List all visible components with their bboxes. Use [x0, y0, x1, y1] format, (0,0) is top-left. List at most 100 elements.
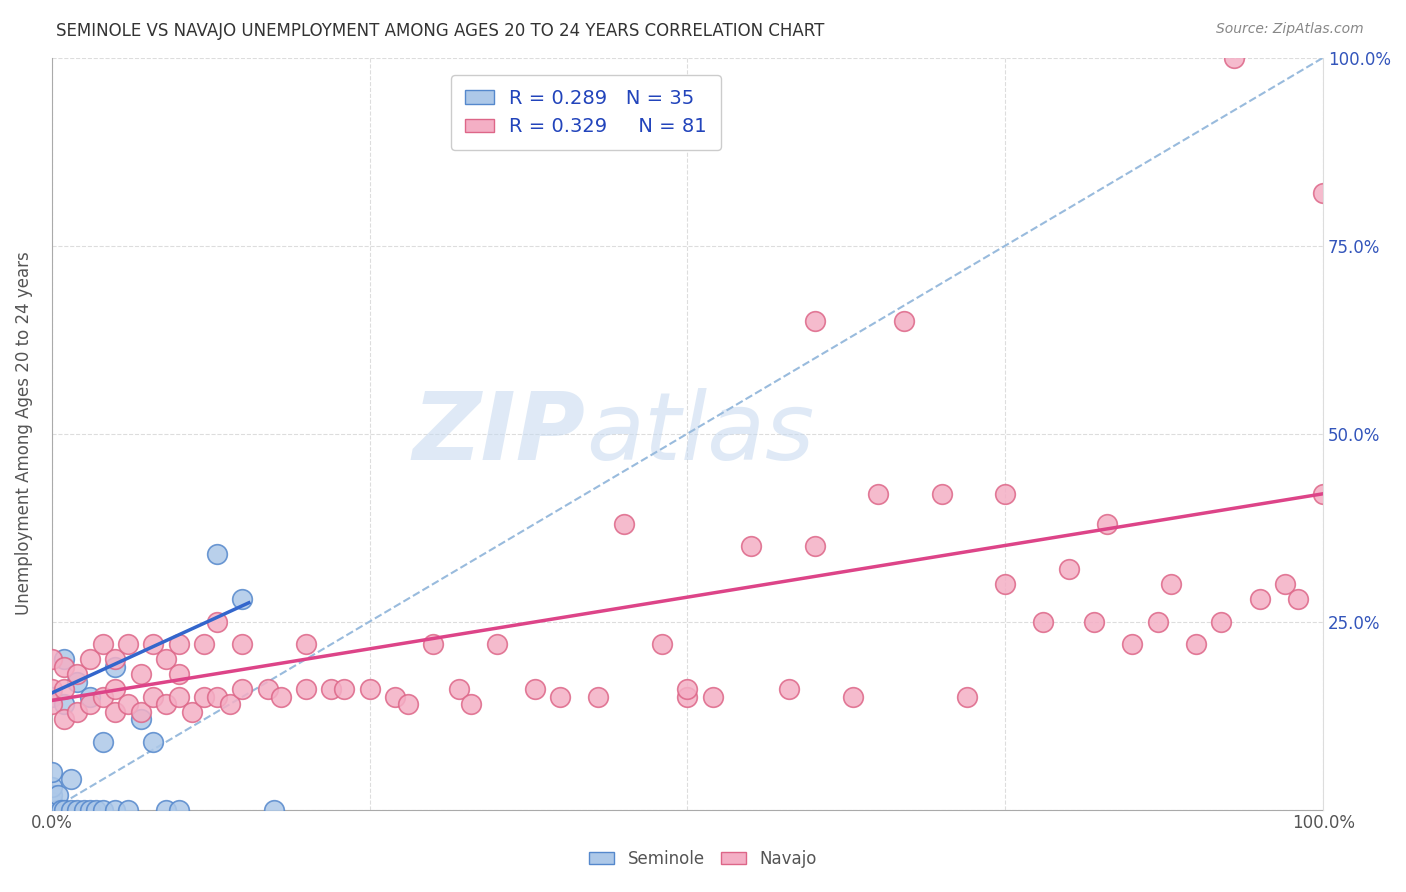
Point	[41, 764, 63, 779]
Text: Source: ZipAtlas.com: Source: ZipAtlas.com	[1216, 22, 1364, 37]
Point	[104, 659, 127, 673]
Point	[384, 690, 406, 704]
Text: atlas: atlas	[586, 388, 814, 479]
Legend: R = 0.289   N = 35, R = 0.329     N = 81: R = 0.289 N = 35, R = 0.329 N = 81	[451, 75, 720, 150]
Point	[1147, 615, 1170, 629]
Point	[1274, 577, 1296, 591]
Point	[129, 667, 152, 681]
Point	[1083, 615, 1105, 629]
Point	[41, 698, 63, 712]
Point	[231, 682, 253, 697]
Point	[1249, 592, 1271, 607]
Point	[841, 690, 863, 704]
Text: SEMINOLE VS NAVAJO UNEMPLOYMENT AMONG AGES 20 TO 24 YEARS CORRELATION CHART: SEMINOLE VS NAVAJO UNEMPLOYMENT AMONG AG…	[56, 22, 824, 40]
Point	[180, 705, 202, 719]
Point	[205, 615, 228, 629]
Point	[1095, 516, 1118, 531]
Point	[396, 698, 419, 712]
Point	[79, 803, 101, 817]
Point	[523, 682, 546, 697]
Point	[956, 690, 979, 704]
Point	[321, 682, 343, 697]
Point	[72, 803, 94, 817]
Legend: Seminole, Navajo: Seminole, Navajo	[582, 844, 824, 875]
Point	[41, 803, 63, 817]
Point	[778, 682, 800, 697]
Point	[257, 682, 280, 697]
Point	[193, 637, 215, 651]
Point	[117, 637, 139, 651]
Point	[53, 652, 76, 666]
Point	[205, 547, 228, 561]
Point	[41, 690, 63, 704]
Point	[893, 314, 915, 328]
Point	[46, 803, 69, 817]
Point	[193, 690, 215, 704]
Point	[167, 667, 190, 681]
Point	[994, 577, 1017, 591]
Point	[460, 698, 482, 712]
Point	[231, 592, 253, 607]
Point	[49, 803, 72, 817]
Point	[66, 667, 89, 681]
Point	[613, 516, 636, 531]
Point	[1160, 577, 1182, 591]
Point	[79, 698, 101, 712]
Point	[740, 540, 762, 554]
Point	[117, 803, 139, 817]
Point	[91, 735, 114, 749]
Point	[295, 637, 318, 651]
Point	[803, 540, 825, 554]
Point	[263, 803, 285, 817]
Point	[79, 690, 101, 704]
Point	[53, 682, 76, 697]
Point	[46, 788, 69, 802]
Point	[41, 682, 63, 697]
Point	[295, 682, 318, 697]
Point	[53, 803, 76, 817]
Point	[1032, 615, 1054, 629]
Point	[41, 803, 63, 817]
Point	[142, 690, 165, 704]
Text: ZIP: ZIP	[413, 388, 586, 480]
Point	[994, 487, 1017, 501]
Point	[588, 690, 610, 704]
Point	[91, 690, 114, 704]
Point	[142, 637, 165, 651]
Point	[218, 698, 240, 712]
Point	[485, 637, 508, 651]
Point	[167, 803, 190, 817]
Point	[117, 698, 139, 712]
Point	[84, 803, 107, 817]
Point	[167, 637, 190, 651]
Point	[205, 690, 228, 704]
Point	[104, 705, 127, 719]
Point	[142, 735, 165, 749]
Point	[53, 698, 76, 712]
Point	[66, 803, 89, 817]
Point	[1185, 637, 1208, 651]
Point	[550, 690, 572, 704]
Point	[91, 803, 114, 817]
Point	[1121, 637, 1143, 651]
Point	[41, 780, 63, 794]
Point	[155, 803, 177, 817]
Point	[1312, 487, 1334, 501]
Point	[129, 712, 152, 726]
Point	[41, 803, 63, 817]
Point	[676, 682, 699, 697]
Y-axis label: Unemployment Among Ages 20 to 24 years: Unemployment Among Ages 20 to 24 years	[15, 252, 32, 615]
Point	[59, 772, 82, 787]
Point	[41, 652, 63, 666]
Point	[1312, 186, 1334, 200]
Point	[422, 637, 444, 651]
Point	[1286, 592, 1309, 607]
Point	[79, 652, 101, 666]
Point	[155, 698, 177, 712]
Point	[676, 690, 699, 704]
Point	[41, 803, 63, 817]
Point	[868, 487, 890, 501]
Point	[59, 803, 82, 817]
Point	[803, 314, 825, 328]
Point	[651, 637, 673, 651]
